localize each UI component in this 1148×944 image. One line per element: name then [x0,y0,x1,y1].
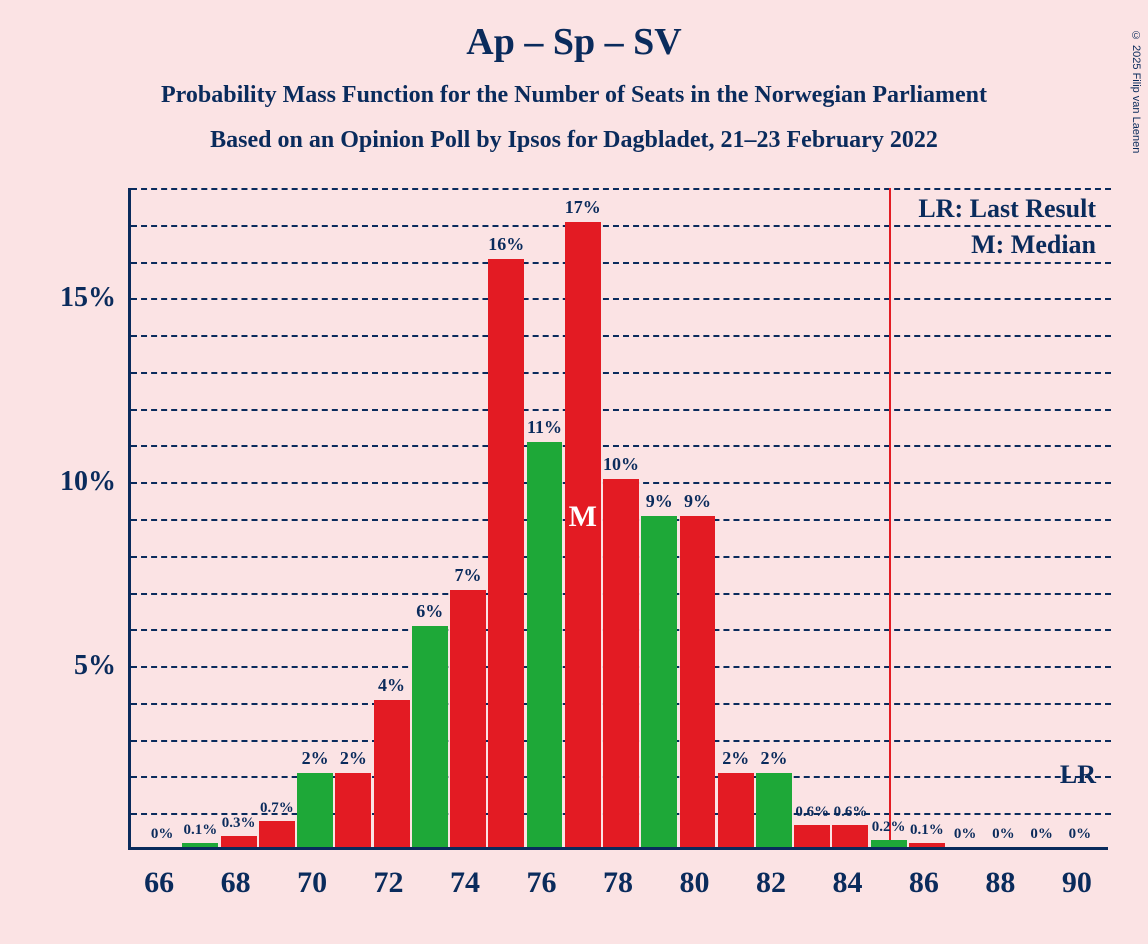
x-tick-label: 90 [1062,866,1092,900]
gridline [131,225,1111,227]
x-tick-label: 80 [679,866,709,900]
bar-value-label: 0.1% [183,822,217,839]
bar [794,825,830,847]
gridline [131,262,1111,264]
x-tick-label: 82 [756,866,786,900]
bar [374,700,410,847]
x-tick-label: 88 [985,866,1015,900]
gridline [131,335,1111,337]
bar-value-label: 2% [722,748,749,769]
chart-title: Ap – Sp – SV [0,20,1148,64]
bar [909,843,945,847]
bar [182,843,218,847]
bar-value-label: 4% [378,675,405,696]
bar-value-label: 0.6% [834,804,868,821]
y-tick-label: 10% [60,466,116,498]
bar [412,626,448,847]
x-tick-label: 72 [374,866,404,900]
bar [756,773,792,847]
plot-box: 5%10%15%0%0.1%0.3%0.7%2%2%4%6%7%16%11%17… [128,188,1108,850]
bar-value-label: 2% [340,748,367,769]
bar [259,821,295,847]
bar-value-label: 17% [565,197,601,218]
gridline [131,188,1111,190]
bar-value-label: 6% [416,601,443,622]
bar [718,773,754,847]
chart-plot-area: 5%10%15%0%0.1%0.3%0.7%2%2%4%6%7%16%11%17… [128,188,1108,850]
x-tick-label: 86 [909,866,939,900]
gridline [131,445,1111,447]
bar-value-label: 0% [151,826,174,843]
y-tick-label: 5% [74,650,116,682]
bar-value-label: 0% [992,826,1015,843]
bar-value-label: 2% [302,748,329,769]
x-tick-label: 70 [297,866,327,900]
x-tick-label: 84 [832,866,862,900]
bar [488,259,524,847]
bar-value-label: 11% [527,417,562,438]
bar [297,773,333,847]
bar-value-label: 2% [760,748,787,769]
legend-last-result: LR: Last Result [918,194,1096,224]
gridline [131,298,1111,300]
bar-value-label: 7% [455,565,482,586]
bar-value-label: 9% [684,491,711,512]
x-tick-label: 66 [144,866,174,900]
bar [565,222,601,847]
y-tick-label: 15% [60,282,116,314]
bar [871,840,907,847]
x-tick-label: 78 [603,866,633,900]
bar [680,516,716,847]
bar [335,773,371,847]
chart-subtitle-2: Based on an Opinion Poll by Ipsos for Da… [0,127,1148,154]
bar-value-label: 0% [1030,826,1053,843]
bar-value-label: 9% [646,491,673,512]
x-tick-label: 76 [527,866,557,900]
last-result-marker-label: LR [1060,760,1096,790]
bar-value-label: 16% [488,234,524,255]
bar-value-label: 0.1% [910,822,944,839]
bar-value-label: 0.7% [260,800,294,817]
x-tick-label: 74 [450,866,480,900]
last-result-line [889,188,891,847]
bar-value-label: 10% [603,454,639,475]
x-axis-labels: 66 68 70 72 74 76 78 80 82 84 86 88 90 [128,858,1108,908]
legend-median: M: Median [971,230,1096,260]
bar [221,836,257,847]
bar [641,516,677,847]
copyright-text: © 2025 Filip van Laenen [1130,30,1142,153]
bar-value-label: 0.2% [872,819,906,836]
bar [527,442,563,847]
bar-value-label: 0.6% [795,804,829,821]
chart-subtitle-1: Probability Mass Function for the Number… [0,82,1148,109]
bar-value-label: 0% [954,826,977,843]
bar-value-label: 0% [1069,826,1092,843]
bar [832,825,868,847]
x-tick-label: 68 [221,866,251,900]
bar [450,590,486,847]
gridline [131,372,1111,374]
bar [603,479,639,847]
bar-value-label: 0.3% [222,815,256,832]
gridline [131,409,1111,411]
median-marker: M [569,500,597,534]
